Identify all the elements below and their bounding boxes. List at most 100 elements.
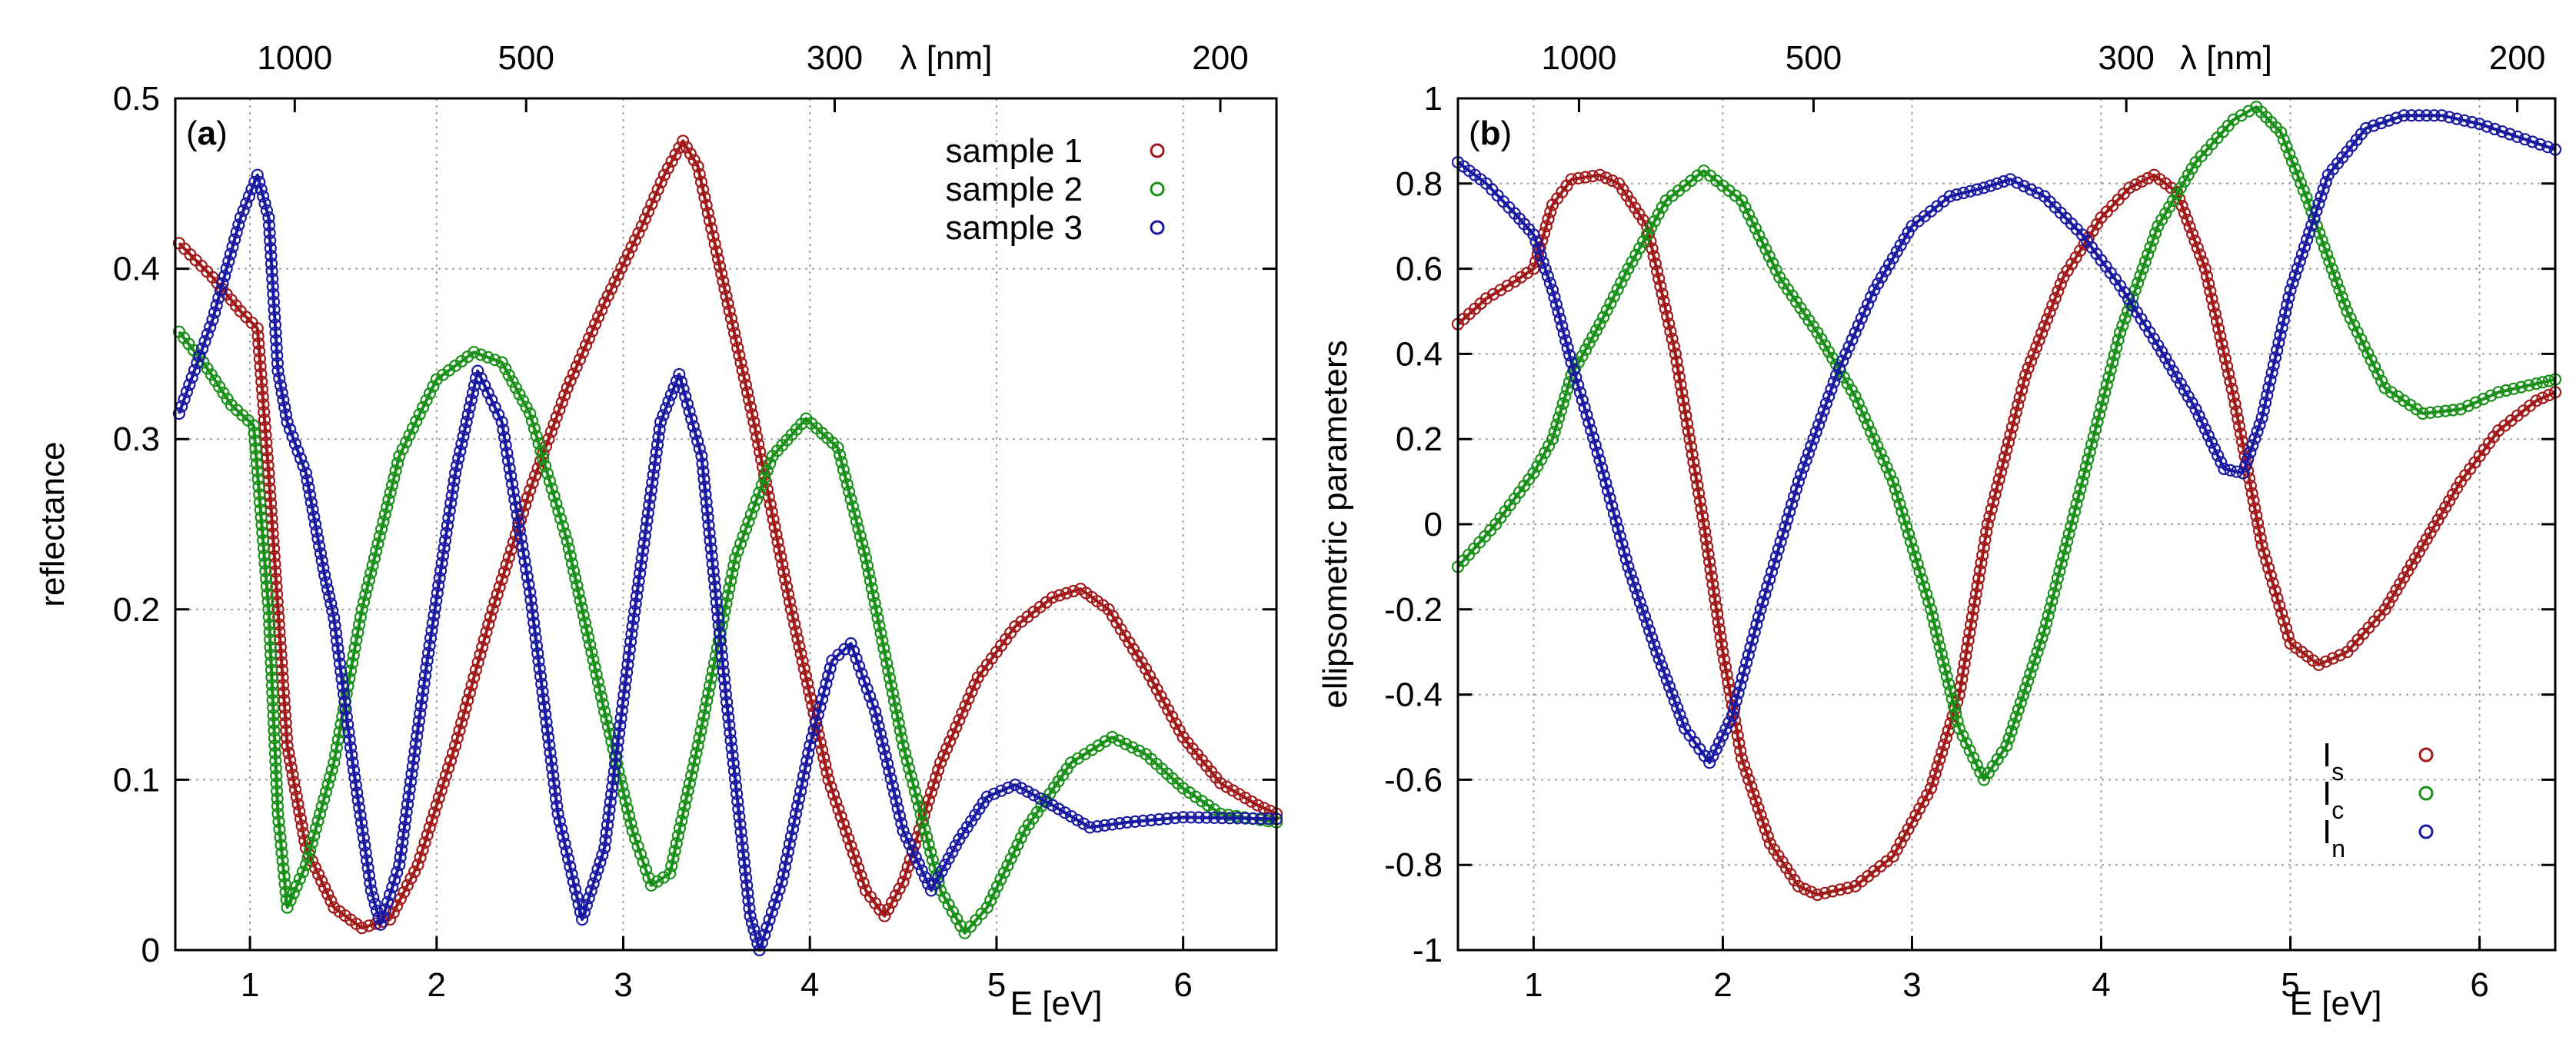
data-point xyxy=(501,454,515,467)
data-point xyxy=(461,408,474,421)
data-point xyxy=(2511,130,2524,143)
data-point xyxy=(252,337,265,351)
data-point xyxy=(987,787,1001,800)
data-point xyxy=(463,400,476,414)
data-point xyxy=(639,863,653,876)
data-point xyxy=(1177,782,1190,795)
data-point xyxy=(522,578,535,591)
data-point xyxy=(847,644,860,658)
data-point xyxy=(2465,115,2478,129)
data-point xyxy=(624,635,637,648)
data-point xyxy=(1827,376,1840,389)
data-point xyxy=(1714,630,1727,643)
data-point xyxy=(1553,411,1566,424)
data-point xyxy=(286,430,299,444)
series-3 xyxy=(1451,109,2562,769)
data-point xyxy=(478,633,491,646)
data-point xyxy=(2118,312,2132,325)
data-point xyxy=(603,803,616,816)
data-point xyxy=(214,284,227,297)
data-point xyxy=(302,481,315,494)
data-point xyxy=(2268,584,2281,597)
data-point xyxy=(1880,460,1893,474)
data-point xyxy=(2083,445,2096,458)
data-point xyxy=(406,760,419,773)
data-point xyxy=(2412,545,2425,559)
data-point xyxy=(984,894,997,907)
data-point xyxy=(1855,312,1868,325)
data-point xyxy=(469,372,483,385)
data-point xyxy=(278,400,291,414)
data-point xyxy=(1548,291,1561,304)
data-point xyxy=(2114,326,2127,339)
data-point xyxy=(272,618,285,631)
data-point xyxy=(1797,460,1810,474)
data-point xyxy=(1085,743,1098,756)
data-point xyxy=(1809,425,1822,439)
data-point xyxy=(1902,822,1915,836)
data-point xyxy=(721,589,734,603)
data-point xyxy=(1593,168,1606,181)
legend-label-main: I xyxy=(2322,775,2331,812)
data-point xyxy=(924,846,937,859)
data-point xyxy=(577,609,590,622)
data-point xyxy=(232,218,245,231)
data-point xyxy=(683,405,696,418)
data-point xyxy=(2277,614,2291,627)
data-point xyxy=(1047,781,1061,794)
data-point xyxy=(1596,461,1609,474)
data-point xyxy=(482,618,495,631)
data-point xyxy=(2049,580,2062,593)
data-point xyxy=(2281,630,2295,643)
data-point xyxy=(641,513,654,527)
data-point xyxy=(2281,298,2294,311)
y-tick-label: 0.1 xyxy=(113,761,160,799)
data-point xyxy=(2386,590,2399,603)
data-point xyxy=(293,872,306,885)
data-point xyxy=(2412,109,2425,122)
data-point xyxy=(2138,319,2152,332)
data-point xyxy=(2174,377,2187,390)
data-point xyxy=(1997,174,2010,188)
data-point xyxy=(924,786,938,799)
data-point xyxy=(545,482,558,495)
data-point xyxy=(1913,802,1926,816)
data-point xyxy=(2075,475,2088,488)
legend-label: sample 1 xyxy=(945,132,1083,170)
data-point xyxy=(2217,345,2230,358)
data-point xyxy=(832,802,845,816)
data-point xyxy=(1666,687,1679,700)
data-point xyxy=(726,319,740,332)
data-point xyxy=(318,881,331,894)
data-point xyxy=(1752,802,1765,815)
data-point xyxy=(270,777,283,790)
data-point xyxy=(520,400,533,414)
data-point xyxy=(918,822,931,836)
data-point xyxy=(699,702,712,715)
data-point xyxy=(903,837,916,851)
legend-label-subscript: c xyxy=(2331,796,2344,824)
data-point xyxy=(1773,271,1786,284)
data-point xyxy=(784,830,798,843)
data-point xyxy=(2325,262,2338,275)
data-point xyxy=(1553,312,1567,326)
data-point xyxy=(221,392,234,406)
data-point xyxy=(2126,299,2139,312)
data-point xyxy=(1862,418,1875,431)
data-point xyxy=(532,654,545,668)
data-point xyxy=(402,790,415,803)
data-point xyxy=(2443,494,2456,507)
data-point xyxy=(1661,310,1674,323)
data-point xyxy=(867,589,880,603)
data-point xyxy=(2218,462,2231,476)
data-point xyxy=(2062,527,2075,540)
data-point xyxy=(1929,767,1942,780)
data-point xyxy=(260,204,273,217)
data-point xyxy=(411,722,424,736)
data-point xyxy=(248,427,261,440)
data-point xyxy=(2159,351,2172,364)
data-point xyxy=(580,623,594,636)
data-point xyxy=(249,442,262,455)
data-point xyxy=(2086,224,2099,238)
